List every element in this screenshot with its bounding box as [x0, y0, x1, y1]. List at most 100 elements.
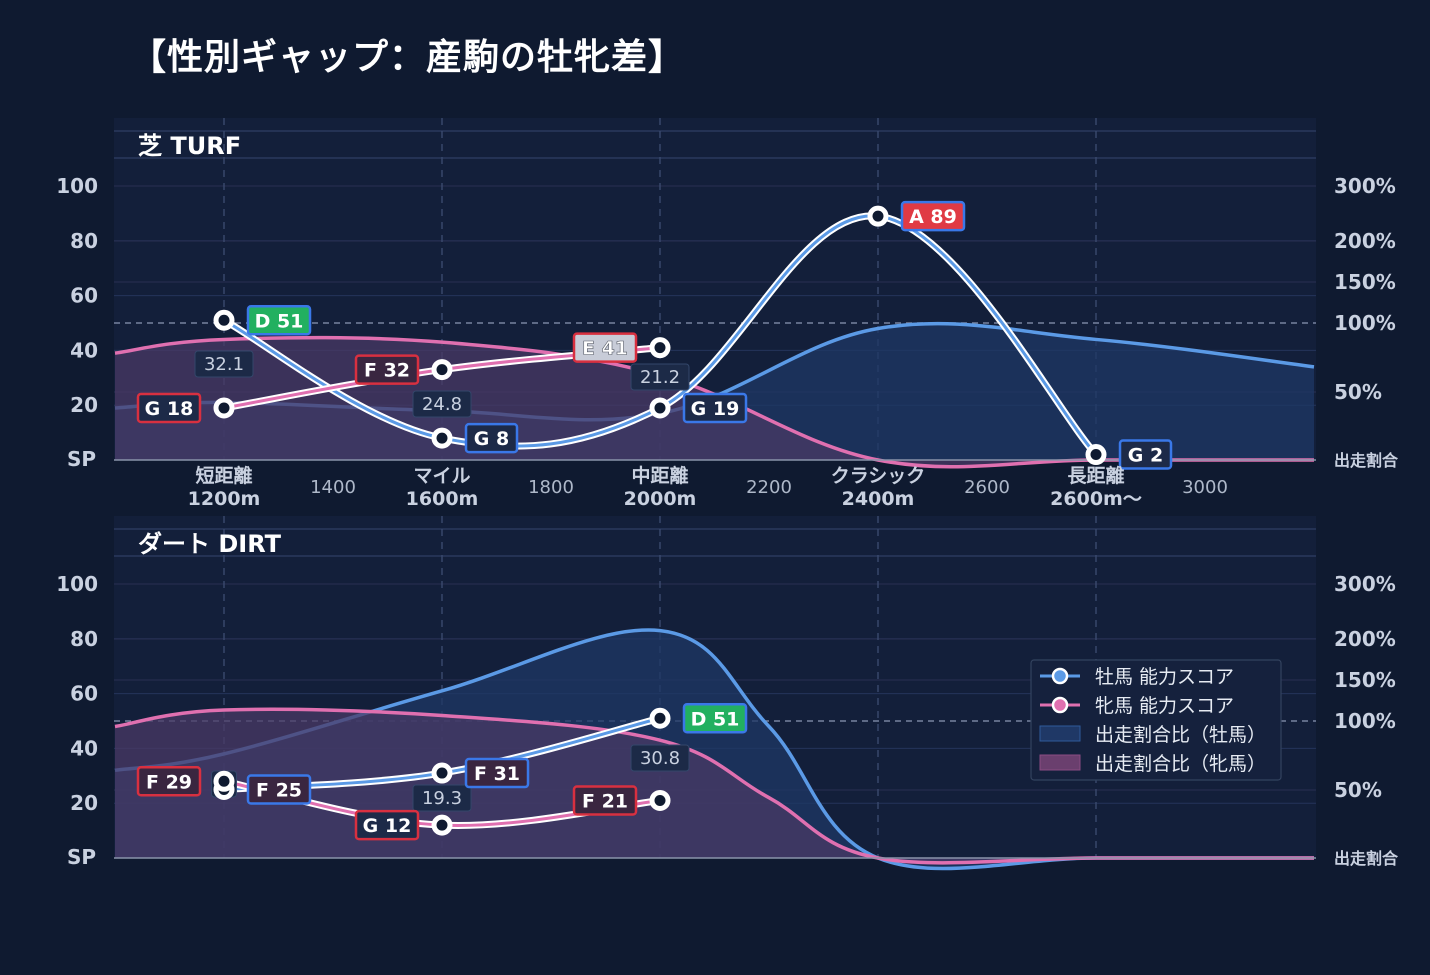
female-score-label: E 41 [572, 332, 638, 363]
gap-value-text: 32.1 [204, 354, 244, 375]
male-score-label-text: D 51 [255, 310, 304, 332]
male-score-line [223, 214, 1098, 456]
y-tick-right: 50% [1334, 778, 1382, 802]
male-score-label-box [682, 392, 748, 424]
gap-value: 21.2 [630, 363, 690, 391]
male-score-point [436, 432, 448, 444]
x-category-name: 短距離 [195, 464, 252, 487]
male-score-label-box [464, 757, 530, 789]
x-minor-label: 3000 [1182, 477, 1228, 498]
male-score-label: G 2 [1118, 439, 1173, 470]
female-score-label-box [572, 785, 638, 816]
male-score-point [436, 767, 448, 779]
legend-box [1030, 659, 1282, 781]
female-score-label-text: G 12 [363, 815, 412, 837]
gap-value-text: 19.3 [422, 788, 462, 809]
male-score-label: G 8 [464, 422, 519, 454]
y-tick-right: 100% [1334, 709, 1396, 733]
y-tick-left: 100 [56, 572, 98, 596]
female-score-label-box [136, 766, 202, 797]
male-score-point [1090, 449, 1102, 461]
male-score-label-box [900, 200, 966, 232]
female-score-label-text: G 18 [145, 398, 194, 420]
x-minor-label: 2200 [746, 477, 792, 498]
y-tick-left: 80 [70, 627, 98, 651]
gap-value-text: 21.2 [640, 367, 680, 388]
y-tick-left: 60 [70, 284, 98, 308]
gap-value: 32.1 [194, 350, 254, 378]
x-category-distance: 1200m [188, 488, 261, 510]
x-category-distance: 2600m〜 [1050, 488, 1142, 510]
male-score-point [218, 314, 230, 326]
legend-item-label: 出走割合比（牝馬） [1095, 753, 1266, 775]
female-score-label-text: F 21 [582, 790, 628, 812]
panel-title: 芝 TURF [138, 132, 241, 160]
y-tick-left: 40 [70, 736, 98, 760]
female-score-label: G 12 [354, 809, 420, 841]
y-tick-left-sp: SP [67, 845, 96, 869]
male-score-label-box [1118, 439, 1173, 470]
male-score-label: D 51 [682, 703, 748, 734]
male-score-label-text: G 19 [691, 398, 740, 420]
panel-title: ダート DIRT [138, 530, 282, 558]
panel-turf: 32.1 24.8 21.2 D 51 G 8 G 19 A 89 G 2 G 18 F 32 E … [56, 118, 1399, 471]
x-category-distance: 1600m [406, 488, 479, 510]
x-minor-label: 1800 [528, 477, 574, 498]
gap-value-box [412, 784, 472, 812]
female-score-label-box [354, 809, 420, 841]
gap-value: 30.8 [630, 744, 690, 772]
x-minor-label: 1400 [310, 477, 356, 498]
female-score-label: F 29 [136, 766, 202, 797]
male-score-label-text: F 25 [256, 780, 302, 802]
female-score-label: G 18 [136, 392, 202, 424]
female-score-label-box [572, 332, 638, 363]
y-tick-left: 40 [70, 338, 98, 362]
male-score-label: G 19 [682, 392, 748, 424]
legend-item-label: 牡馬 能力スコア [1095, 666, 1234, 688]
gap-value: 24.8 [412, 390, 472, 418]
male-score-point [872, 210, 884, 222]
y-tick-right: 100% [1334, 311, 1396, 335]
male-score-label: F 25 [246, 774, 312, 805]
female-score-label-text: F 29 [146, 771, 192, 793]
male-score-label-box [464, 422, 519, 454]
female-score-point [218, 402, 230, 414]
legend-swatch-female-point [1051, 696, 1069, 714]
y-tick-right: 150% [1334, 270, 1396, 294]
y-tick-left-sp: SP [67, 447, 96, 471]
x-category-distance: 2400m [842, 488, 915, 510]
gap-value-box [194, 350, 254, 378]
x-axis-labels: 短距離1200mマイル1600m中距離2000mクラシック2400m長距離260… [188, 464, 1228, 510]
legend-swatch-male-area [1039, 725, 1081, 742]
male-score-point [654, 402, 666, 414]
male-score-label-text: F 31 [474, 763, 520, 785]
x-category-distance: 2000m [624, 488, 697, 510]
female-score-label-box [136, 392, 202, 424]
gap-value-text: 24.8 [422, 394, 462, 415]
x-category-name: マイル [413, 465, 470, 487]
male-score-label-box [682, 703, 748, 734]
y-tick-right: 50% [1334, 380, 1382, 404]
male-score-label-text: G 2 [1128, 445, 1163, 467]
x-minor-label: 2600 [964, 477, 1010, 498]
male-score-label-box [246, 774, 312, 805]
y-tick-right: 300% [1334, 174, 1396, 198]
gap-value-box [412, 390, 472, 418]
legend-swatch-male-point [1051, 667, 1069, 685]
male-score-label: F 31 [464, 757, 530, 789]
female-score-label-box [354, 354, 420, 385]
y-tick-right: 150% [1334, 668, 1396, 692]
male-score-label-text: G 8 [474, 428, 509, 450]
female-score-point [436, 364, 448, 376]
gap-value-text: 30.8 [640, 748, 680, 769]
y-tick-left: 80 [70, 229, 98, 253]
x-category-name: 中距離 [631, 464, 688, 487]
y-tick-right-bottom: 出走割合 [1334, 451, 1399, 470]
female-score-point [654, 342, 666, 354]
legend-item-label: 出走割合比（牡馬） [1095, 724, 1266, 746]
y-tick-left: 60 [70, 682, 98, 706]
female-score-point [218, 775, 230, 787]
